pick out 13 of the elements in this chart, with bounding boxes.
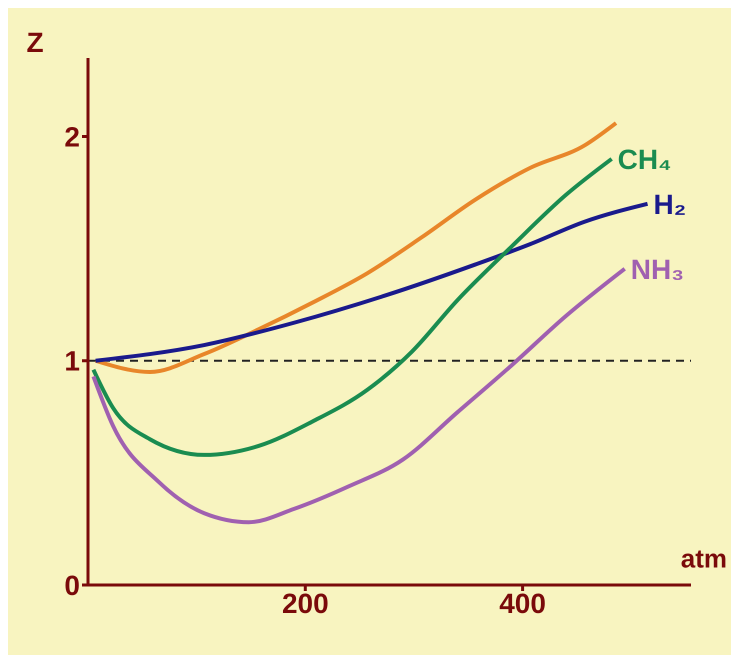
series-label: H₂ [654, 188, 686, 220]
line-series [91, 156, 614, 457]
series-label: NH₃ [630, 254, 684, 285]
x-axis-title: atm [680, 543, 727, 574]
line-series [94, 121, 618, 374]
y-tick-label: 1 [64, 346, 80, 377]
line-series [91, 266, 627, 524]
y-axis-title: Z [26, 27, 44, 58]
y-tick-label: 0 [64, 570, 80, 601]
x-tick-label: 200 [282, 588, 329, 619]
y-tick-label: 2 [64, 121, 80, 152]
series-label: CH₄ [618, 144, 672, 175]
x-tick-label: 400 [499, 588, 546, 619]
